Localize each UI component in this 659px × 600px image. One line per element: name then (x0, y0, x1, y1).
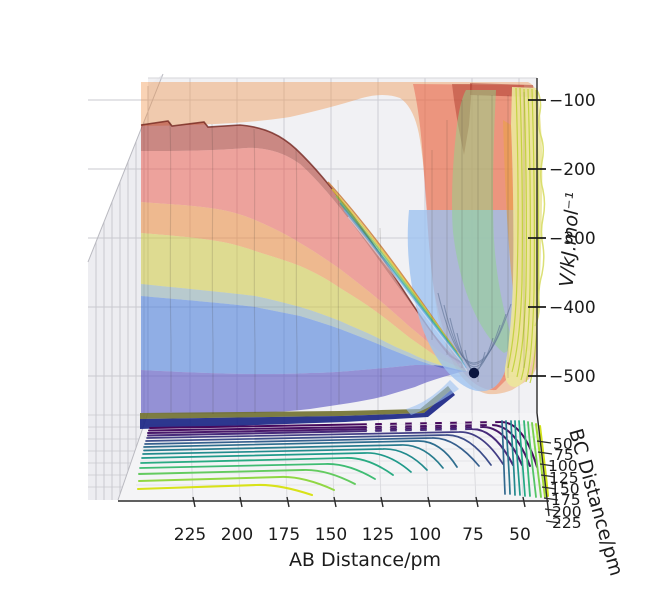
y-tick-marks (536, 440, 561, 524)
surface-band-red (141, 147, 462, 364)
contour-bundle (327, 181, 468, 372)
y-tick-label: 200 (552, 503, 582, 521)
x-tick-label: 175 (268, 525, 300, 545)
surface-band-slate (141, 365, 466, 414)
surface-band-green-wedge (452, 90, 513, 353)
surface-band-darkred (141, 121, 462, 363)
x-tick-label: 225 (174, 525, 206, 545)
x-axis-title: AB Distance/pm (289, 549, 441, 571)
left-pane-verticals (95, 122, 145, 500)
surface-bottom-edge-navy (140, 390, 455, 429)
x-tick-label: 125 (362, 525, 394, 545)
z-tick-label: −100 (549, 91, 596, 111)
z-axis-title: V/kJ.mol⁻¹ (556, 191, 585, 287)
repulsive-wall-contour-stripes (507, 87, 539, 384)
y-tick-label: 175 (551, 491, 581, 509)
z-tick-label: −500 (549, 367, 596, 387)
repulsive-wall-scalloped-edge (534, 89, 546, 327)
surface-bands (140, 82, 546, 429)
surface-valley-skirt (406, 380, 459, 415)
z-tick-label: −300 (549, 229, 596, 249)
x-tick-label: 150 (315, 525, 347, 545)
surface-mesh-lines (169, 92, 525, 414)
minimum-marker (468, 367, 480, 379)
z-axis-spine (536, 78, 550, 517)
x-tick-marks (192, 496, 526, 508)
z-gridlines-back (148, 99, 537, 377)
surface-band-orange (141, 202, 465, 370)
y-tick-label: 150 (550, 480, 580, 498)
surface-band-yellow (141, 233, 466, 371)
z-tick-label: −400 (549, 298, 596, 318)
y-tick-label: 100 (548, 457, 578, 475)
surface-band-blue (141, 296, 466, 374)
y-tick-label: 75 (554, 446, 574, 464)
surface-band-teal (141, 284, 466, 372)
left-pane-horizontals (88, 99, 148, 377)
left-pane-floor-lines (88, 414, 147, 488)
y-tick-label: 125 (549, 469, 579, 487)
x-tick-label: 200 (221, 525, 253, 545)
x-tick-label: 50 (509, 525, 531, 545)
projection-dashed-mask (366, 420, 502, 433)
y-tick-label: 50 (553, 435, 573, 453)
x-tick-label: 75 (462, 525, 484, 545)
surface-bottom-edge-olive (140, 386, 451, 419)
x-tick-label: 100 (409, 525, 441, 545)
projection-contours (136, 420, 550, 498)
surface-band-orange-sliver (503, 120, 531, 352)
z-tick-label: −200 (549, 160, 596, 180)
z-tick-marks (528, 99, 546, 377)
y-tick-label: 225 (552, 514, 582, 532)
box-edge-top-left (87, 73, 164, 263)
